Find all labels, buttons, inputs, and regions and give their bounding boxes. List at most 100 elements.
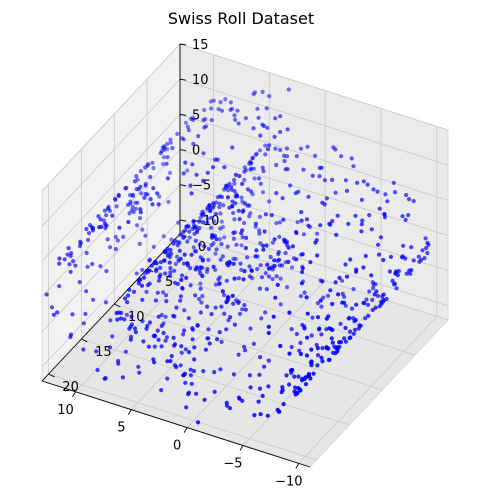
data-point [231, 230, 236, 235]
data-point [185, 261, 190, 266]
data-point [351, 287, 356, 292]
data-point [225, 244, 230, 249]
data-point [214, 237, 219, 242]
data-point [306, 194, 311, 199]
data-point [181, 332, 186, 337]
data-point [266, 330, 271, 336]
data-point [257, 231, 262, 236]
data-point [233, 194, 238, 199]
data-point [96, 214, 101, 219]
data-point [328, 288, 333, 293]
data-point [218, 100, 223, 105]
data-point [315, 346, 320, 351]
data-point [333, 190, 338, 195]
data-point [101, 218, 106, 223]
data-point [140, 319, 145, 324]
data-point [257, 286, 262, 291]
data-point [191, 368, 197, 374]
data-point [156, 202, 161, 207]
data-point [309, 363, 314, 368]
data-point [98, 217, 103, 222]
data-point [140, 297, 145, 302]
data-point [172, 343, 177, 348]
data-point [212, 370, 217, 375]
data-point [138, 169, 143, 174]
data-point [62, 257, 67, 262]
data-point [392, 282, 397, 287]
data-point [235, 108, 240, 113]
data-point [218, 257, 223, 262]
data-point [190, 337, 195, 342]
data-point [306, 223, 311, 228]
data-point [277, 234, 282, 239]
data-point [165, 376, 170, 381]
data-point [107, 345, 113, 350]
axis-lines [41, 44, 311, 468]
data-point [203, 347, 208, 352]
data-point [243, 307, 248, 312]
data-point [165, 359, 170, 364]
data-point [228, 100, 233, 105]
data-point [192, 357, 197, 362]
data-point [256, 399, 261, 404]
data-point [209, 106, 214, 111]
data-point [328, 222, 333, 227]
data-point [165, 155, 170, 160]
data-point [98, 264, 103, 269]
data-point [213, 267, 218, 272]
data-point [55, 310, 60, 315]
data-point [298, 294, 303, 299]
data-point [249, 189, 254, 194]
data-point [401, 243, 406, 248]
data-point [161, 155, 166, 160]
data-point [411, 258, 416, 263]
data-point [94, 349, 99, 354]
data-point [237, 173, 242, 179]
data-point [365, 302, 371, 307]
data-point [353, 317, 358, 323]
data-point [161, 290, 166, 295]
data-point [359, 229, 364, 234]
data-point [132, 179, 137, 184]
data-point [206, 257, 211, 262]
data-point [270, 267, 275, 272]
data-point [382, 215, 388, 220]
data-point [219, 108, 225, 113]
data-point [215, 157, 220, 162]
data-point [210, 165, 216, 170]
data-point [188, 373, 193, 378]
data-point [299, 281, 304, 286]
data-point [263, 212, 268, 217]
data-point [268, 254, 273, 260]
data-point [363, 253, 368, 259]
data-point [201, 369, 206, 374]
data-point [324, 316, 329, 321]
data-point [319, 304, 324, 309]
data-point [145, 163, 150, 168]
data-point [230, 145, 235, 150]
data-point [342, 294, 347, 299]
data-point [265, 147, 270, 152]
data-point [227, 406, 232, 411]
data-point [373, 305, 378, 310]
x-tick-label: 10 [57, 403, 74, 418]
data-point [313, 240, 318, 245]
data-point [294, 331, 299, 337]
data-point [107, 245, 113, 250]
data-point [273, 295, 278, 300]
data-point [200, 294, 205, 299]
data-point [244, 235, 249, 240]
data-point [118, 316, 123, 321]
data-point [65, 252, 70, 257]
data-point [242, 201, 247, 206]
data-point [394, 286, 399, 291]
data-point [202, 397, 207, 402]
data-point [173, 261, 178, 267]
data-point [104, 269, 109, 274]
data-point [232, 276, 237, 281]
data-point [90, 228, 95, 233]
data-point [183, 347, 188, 352]
data-point [87, 231, 92, 236]
data-point [167, 260, 172, 265]
y-tick-mark [81, 338, 88, 343]
